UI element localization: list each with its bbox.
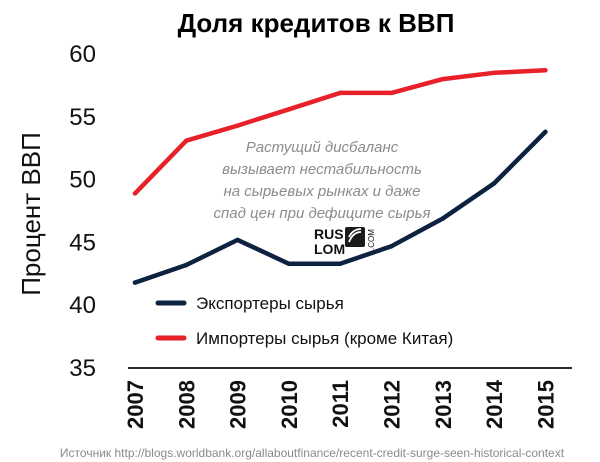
y-tick-label: 55: [69, 104, 96, 131]
x-tick-label: 2007: [123, 380, 148, 429]
data-point: [389, 90, 394, 96]
x-tick-label: 2010: [277, 380, 302, 429]
logo-swirl-icon: [348, 228, 362, 243]
y-tick-label: 40: [69, 292, 96, 319]
y-tick-label: 50: [69, 167, 96, 194]
y-tick-labels: 35 40 45 50 55 60: [69, 41, 96, 382]
data-point: [543, 129, 548, 135]
data-point: [184, 262, 189, 268]
y-axis-label: Процент ВВП: [16, 132, 46, 296]
data-point: [235, 237, 240, 243]
y-tick-label: 45: [69, 229, 96, 256]
data-point: [338, 261, 343, 266]
legend-label-importers: Импортеры сырья (кроме Китая): [196, 329, 453, 348]
data-point: [440, 216, 445, 221]
legend: Экспортеры сырья Импортеры сырья (кроме …: [155, 294, 453, 348]
logo-text-lom: LOM: [314, 241, 345, 257]
legend-label-exporters: Экспортеры сырья: [196, 294, 344, 313]
data-point: [132, 280, 138, 285]
series-lines: [132, 68, 548, 285]
logo-text-com: .COM: [367, 229, 376, 250]
data-point: [286, 261, 292, 266]
x-tick-label: 2015: [533, 380, 558, 429]
x-tick-labels: 2007 2008 2009 2010 2011 2012 2013 2014 2015: [123, 379, 558, 429]
annotation-line-1: Растущий дисбаланс: [246, 139, 399, 156]
chart-title: Доля кредитов к ВВП: [178, 8, 455, 38]
data-point: [132, 191, 138, 196]
x-tick-label: 2012: [380, 380, 405, 429]
data-point: [286, 107, 292, 112]
data-point: [491, 70, 497, 76]
data-point: [440, 76, 445, 82]
data-point: [338, 90, 343, 96]
annotation-line-4: спад цен при дефиците сырья: [213, 205, 430, 222]
x-tick-label: 2013: [431, 380, 456, 429]
y-tick-label: 60: [69, 41, 96, 68]
logo-text-rus: RUS: [314, 226, 344, 242]
x-tick-label: 2008: [174, 380, 199, 429]
data-point: [184, 138, 189, 143]
x-tick-label: 2011: [328, 380, 353, 428]
annotation: Растущий дисбаланс вызывает нестабильнос…: [213, 139, 430, 222]
x-tick-label: 2009: [226, 380, 251, 429]
data-point: [491, 181, 497, 186]
ruslom-logo: RUS LOM .COM: [314, 226, 376, 257]
source-note: Источник http://blogs.worldbank.org/alla…: [60, 446, 565, 460]
data-point: [235, 123, 240, 128]
data-point: [389, 243, 394, 249]
annotation-line-2: вызывает нестабильность: [222, 161, 422, 178]
y-tick-label: 35: [69, 355, 96, 382]
annotation-line-3: на сырьевых рынках и даже: [224, 183, 421, 200]
x-tick-label: 2014: [482, 379, 507, 429]
data-point: [543, 68, 548, 73]
